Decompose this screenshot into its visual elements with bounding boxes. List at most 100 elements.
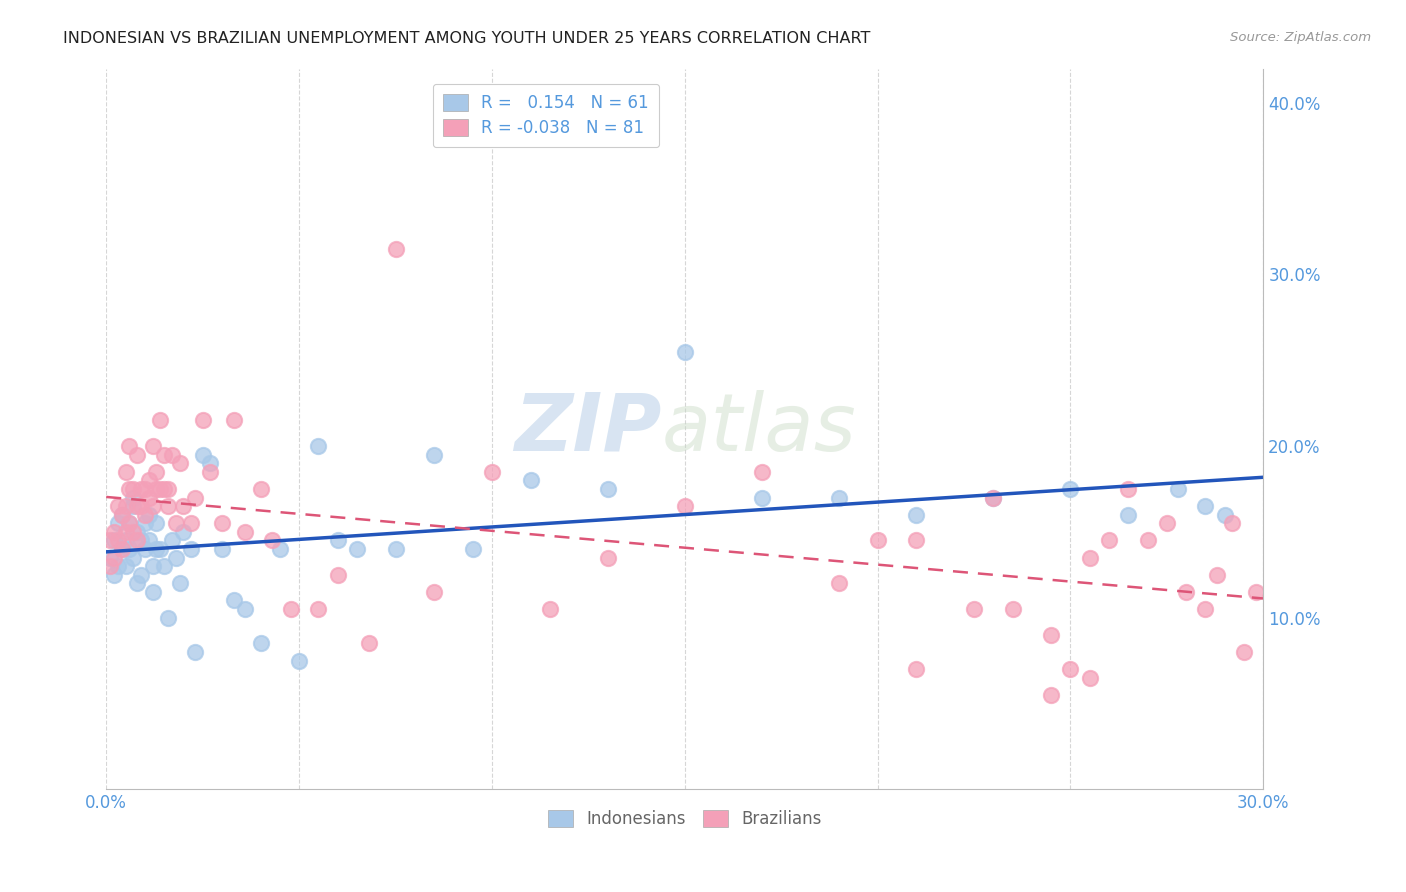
- Point: [191, 448, 214, 462]
- Point: [103, 524, 125, 539]
- Point: [122, 482, 145, 496]
- Point: [122, 491, 145, 505]
- Point: [127, 576, 149, 591]
- Point: [98, 533, 121, 548]
- Point: [326, 567, 349, 582]
- Point: [222, 593, 245, 607]
- Point: [1213, 508, 1236, 522]
- Point: [1175, 585, 1198, 599]
- Point: [153, 482, 176, 496]
- Point: [129, 499, 152, 513]
- Point: [127, 533, 149, 548]
- Point: [828, 576, 851, 591]
- Point: [138, 474, 160, 488]
- Point: [307, 602, 329, 616]
- Point: [1167, 482, 1189, 496]
- Point: [280, 602, 302, 616]
- Point: [180, 541, 202, 556]
- Point: [905, 508, 928, 522]
- Point: [138, 508, 160, 522]
- Point: [519, 474, 541, 488]
- Point: [153, 559, 176, 574]
- Point: [145, 541, 167, 556]
- Point: [165, 516, 187, 531]
- Point: [249, 482, 271, 496]
- Point: [384, 541, 406, 556]
- Point: [134, 482, 156, 496]
- Point: [423, 448, 446, 462]
- Point: [172, 499, 194, 513]
- Point: [461, 541, 484, 556]
- Point: [141, 585, 163, 599]
- Point: [481, 465, 503, 479]
- Point: [1194, 602, 1216, 616]
- Point: [269, 541, 291, 556]
- Point: [384, 242, 406, 256]
- Point: [127, 448, 149, 462]
- Point: [172, 524, 194, 539]
- Point: [111, 508, 134, 522]
- Point: [963, 602, 986, 616]
- Point: [149, 413, 172, 427]
- Point: [180, 516, 202, 531]
- Point: [141, 439, 163, 453]
- Point: [114, 499, 136, 513]
- Point: [1040, 628, 1063, 642]
- Point: [191, 413, 214, 427]
- Point: [103, 533, 125, 548]
- Point: [145, 465, 167, 479]
- Point: [288, 653, 311, 667]
- Point: [1136, 533, 1159, 548]
- Point: [122, 524, 145, 539]
- Point: [1059, 482, 1081, 496]
- Point: [107, 559, 129, 574]
- Point: [156, 610, 179, 624]
- Point: [169, 576, 191, 591]
- Point: [596, 482, 619, 496]
- Point: [141, 559, 163, 574]
- Text: atlas: atlas: [662, 390, 856, 468]
- Point: [107, 533, 129, 548]
- Point: [222, 413, 245, 427]
- Point: [153, 448, 176, 462]
- Point: [145, 482, 167, 496]
- Point: [98, 559, 121, 574]
- Point: [103, 567, 125, 582]
- Point: [423, 585, 446, 599]
- Point: [596, 550, 619, 565]
- Point: [233, 524, 256, 539]
- Point: [118, 516, 141, 531]
- Point: [1118, 508, 1140, 522]
- Point: [1233, 645, 1256, 659]
- Point: [1244, 585, 1267, 599]
- Point: [673, 344, 696, 359]
- Point: [184, 491, 207, 505]
- Point: [111, 508, 134, 522]
- Text: INDONESIAN VS BRAZILIAN UNEMPLOYMENT AMONG YOUTH UNDER 25 YEARS CORRELATION CHAR: INDONESIAN VS BRAZILIAN UNEMPLOYMENT AMO…: [63, 31, 870, 46]
- Point: [1040, 688, 1063, 702]
- Point: [1098, 533, 1121, 548]
- Point: [1078, 671, 1101, 685]
- Point: [160, 448, 183, 462]
- Point: [138, 533, 160, 548]
- Point: [165, 550, 187, 565]
- Point: [249, 636, 271, 650]
- Point: [905, 533, 928, 548]
- Point: [111, 541, 134, 556]
- Point: [673, 499, 696, 513]
- Point: [114, 524, 136, 539]
- Point: [538, 602, 561, 616]
- Point: [134, 516, 156, 531]
- Point: [118, 516, 141, 531]
- Point: [326, 533, 349, 548]
- Point: [118, 541, 141, 556]
- Point: [1194, 499, 1216, 513]
- Point: [114, 533, 136, 548]
- Point: [103, 550, 125, 565]
- Point: [169, 456, 191, 470]
- Point: [107, 499, 129, 513]
- Legend: Indonesians, Brazilians: Indonesians, Brazilians: [541, 804, 828, 835]
- Point: [233, 602, 256, 616]
- Point: [134, 541, 156, 556]
- Point: [1156, 516, 1178, 531]
